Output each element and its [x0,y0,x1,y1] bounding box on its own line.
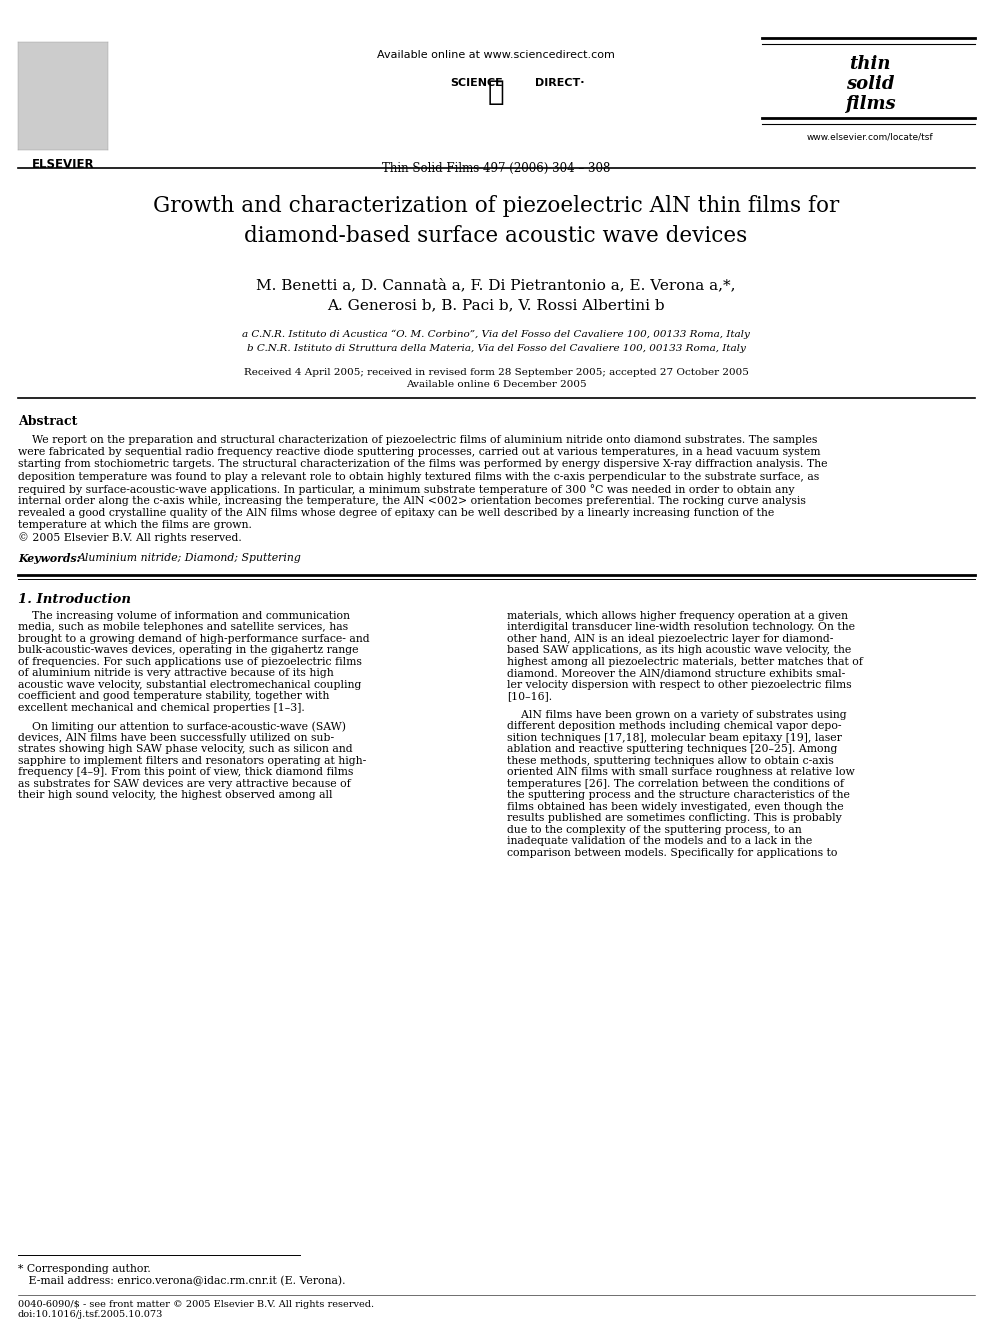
Text: different deposition methods including chemical vapor depo-: different deposition methods including c… [507,721,841,732]
Text: revealed a good crystalline quality of the AlN films whose degree of epitaxy can: revealed a good crystalline quality of t… [18,508,774,519]
Text: DIRECT·: DIRECT· [535,78,584,89]
Text: On limiting our attention to surface-acoustic-wave (SAW): On limiting our attention to surface-aco… [18,721,346,732]
Text: www.elsevier.com/locate/tsf: www.elsevier.com/locate/tsf [806,134,933,142]
Text: comparison between models. Specifically for applications to: comparison between models. Specifically … [507,848,837,857]
Text: solid: solid [846,75,894,93]
Text: of frequencies. For such applications use of piezoelectric films: of frequencies. For such applications us… [18,656,362,667]
Text: films obtained has been widely investigated, even though the: films obtained has been widely investiga… [507,802,843,812]
Text: sapphire to implement filters and resonators operating at high-: sapphire to implement filters and resona… [18,755,366,766]
Text: acoustic wave velocity, substantial electromechanical coupling: acoustic wave velocity, substantial elec… [18,680,361,689]
Text: Abstract: Abstract [18,415,77,429]
Text: strates showing high SAW phase velocity, such as silicon and: strates showing high SAW phase velocity,… [18,745,352,754]
Text: 0040-6090/$ - see front matter © 2005 Elsevier B.V. All rights reserved.: 0040-6090/$ - see front matter © 2005 El… [18,1301,374,1308]
Text: Aluminium nitride; Diamond; Sputtering: Aluminium nitride; Diamond; Sputtering [78,553,302,562]
Text: sition techniques [17,18], molecular beam epitaxy [19], laser: sition techniques [17,18], molecular bea… [507,733,842,742]
Text: temperatures [26]. The correlation between the conditions of: temperatures [26]. The correlation betwe… [507,779,844,789]
Text: brought to a growing demand of high-performance surface- and: brought to a growing demand of high-perf… [18,634,370,644]
Text: SCIENCE: SCIENCE [450,78,503,89]
Text: internal order along the c-axis while, increasing the temperature, the AlN <002>: internal order along the c-axis while, i… [18,496,806,505]
Text: ler velocity dispersion with respect to other piezoelectric films: ler velocity dispersion with respect to … [507,680,851,689]
Text: as substrates for SAW devices are very attractive because of: as substrates for SAW devices are very a… [18,779,351,789]
Text: of aluminium nitride is very attractive because of its high: of aluminium nitride is very attractive … [18,668,333,679]
Text: E-mail address: enrico.verona@idac.rm.cnr.it (E. Verona).: E-mail address: enrico.verona@idac.rm.cn… [18,1275,345,1286]
Text: * Corresponding author.: * Corresponding author. [18,1263,151,1274]
Text: © 2005 Elsevier B.V. All rights reserved.: © 2005 Elsevier B.V. All rights reserved… [18,533,242,544]
Text: Keywords:: Keywords: [18,553,84,564]
Text: frequency [4–9]. From this point of view, thick diamond films: frequency [4–9]. From this point of view… [18,767,353,777]
Text: highest among all piezoelectric materials, better matches that of: highest among all piezoelectric material… [507,656,863,667]
Text: diamond-based surface acoustic wave devices: diamond-based surface acoustic wave devi… [244,225,748,247]
Text: b C.N.R. Istituto di Struttura della Materia, Via del Fosso del Cavaliere 100, 0: b C.N.R. Istituto di Struttura della Mat… [247,344,745,353]
Text: their high sound velocity, the highest observed among all: their high sound velocity, the highest o… [18,790,332,800]
Text: due to the complexity of the sputtering process, to an: due to the complexity of the sputtering … [507,824,802,835]
Text: 1. Introduction: 1. Introduction [18,593,131,606]
Text: coefficient and good temperature stability, together with: coefficient and good temperature stabili… [18,692,329,701]
Text: AlN films have been grown on a variety of substrates using: AlN films have been grown on a variety o… [507,709,846,720]
Text: temperature at which the films are grown.: temperature at which the films are grown… [18,520,252,531]
Text: required by surface-acoustic-wave applications. In particular, a minimum substra: required by surface-acoustic-wave applic… [18,484,795,495]
Text: [10–16].: [10–16]. [507,692,553,701]
Text: deposition temperature was found to play a relevant role to obtain highly textur: deposition temperature was found to play… [18,471,819,482]
Text: devices, AlN films have been successfully utilized on sub-: devices, AlN films have been successfull… [18,733,334,742]
Text: M. Benetti a, D. Cannatà a, F. Di Pietrantonio a, E. Verona a,*,: M. Benetti a, D. Cannatà a, F. Di Pietra… [256,278,736,292]
Text: ablation and reactive sputtering techniques [20–25]. Among: ablation and reactive sputtering techniq… [507,745,837,754]
Text: were fabricated by sequential radio frequency reactive diode sputtering processe: were fabricated by sequential radio freq… [18,447,820,458]
Text: these methods, sputtering techniques allow to obtain c-axis: these methods, sputtering techniques all… [507,755,833,766]
Text: Thin Solid Films 497 (2006) 304 – 308: Thin Solid Films 497 (2006) 304 – 308 [382,161,610,175]
Text: Available online at www.sciencedirect.com: Available online at www.sciencedirect.co… [377,50,615,60]
Text: the sputtering process and the structure characteristics of the: the sputtering process and the structure… [507,790,850,800]
Text: results published are sometimes conflicting. This is probably: results published are sometimes conflict… [507,814,842,823]
Text: Available online 6 December 2005: Available online 6 December 2005 [406,380,586,389]
Text: materials, which allows higher frequency operation at a given: materials, which allows higher frequency… [507,611,848,620]
Text: films: films [844,95,896,112]
Text: interdigital transducer line-width resolution technology. On the: interdigital transducer line-width resol… [507,622,855,632]
Text: other hand, AlN is an ideal piezoelectric layer for diamond-: other hand, AlN is an ideal piezoelectri… [507,634,833,644]
Text: excellent mechanical and chemical properties [1–3].: excellent mechanical and chemical proper… [18,703,305,713]
Text: Growth and characterization of piezoelectric AlN thin films for: Growth and characterization of piezoelec… [153,194,839,217]
Text: starting from stochiometric targets. The structural characterization of the film: starting from stochiometric targets. The… [18,459,827,470]
Text: media, such as mobile telephones and satellite services, has: media, such as mobile telephones and sat… [18,622,348,632]
Text: thin: thin [849,56,891,73]
Text: Received 4 April 2005; received in revised form 28 September 2005; accepted 27 O: Received 4 April 2005; received in revis… [244,368,748,377]
Text: We report on the preparation and structural characterization of piezoelectric fi: We report on the preparation and structu… [18,435,817,445]
Text: The increasing volume of information and communication: The increasing volume of information and… [18,611,350,620]
Text: A. Generosi b, B. Paci b, V. Rossi Albertini b: A. Generosi b, B. Paci b, V. Rossi Alber… [327,298,665,312]
Text: diamond. Moreover the AlN/diamond structure exhibits smal-: diamond. Moreover the AlN/diamond struct… [507,668,845,679]
Text: ELSEVIER: ELSEVIER [32,157,94,171]
Text: bulk-acoustic-waves devices, operating in the gigahertz range: bulk-acoustic-waves devices, operating i… [18,646,358,655]
Text: doi:10.1016/j.tsf.2005.10.073: doi:10.1016/j.tsf.2005.10.073 [18,1310,164,1319]
Text: ⓓ: ⓓ [488,78,504,106]
Text: inadequate validation of the models and to a lack in the: inadequate validation of the models and … [507,836,812,847]
Text: based SAW applications, as its high acoustic wave velocity, the: based SAW applications, as its high acou… [507,646,851,655]
Text: a C.N.R. Istituto di Acustica “O. M. Corbino”, Via del Fosso del Cavaliere 100, : a C.N.R. Istituto di Acustica “O. M. Cor… [242,329,750,339]
Text: oriented AlN films with small surface roughness at relative low: oriented AlN films with small surface ro… [507,767,855,777]
